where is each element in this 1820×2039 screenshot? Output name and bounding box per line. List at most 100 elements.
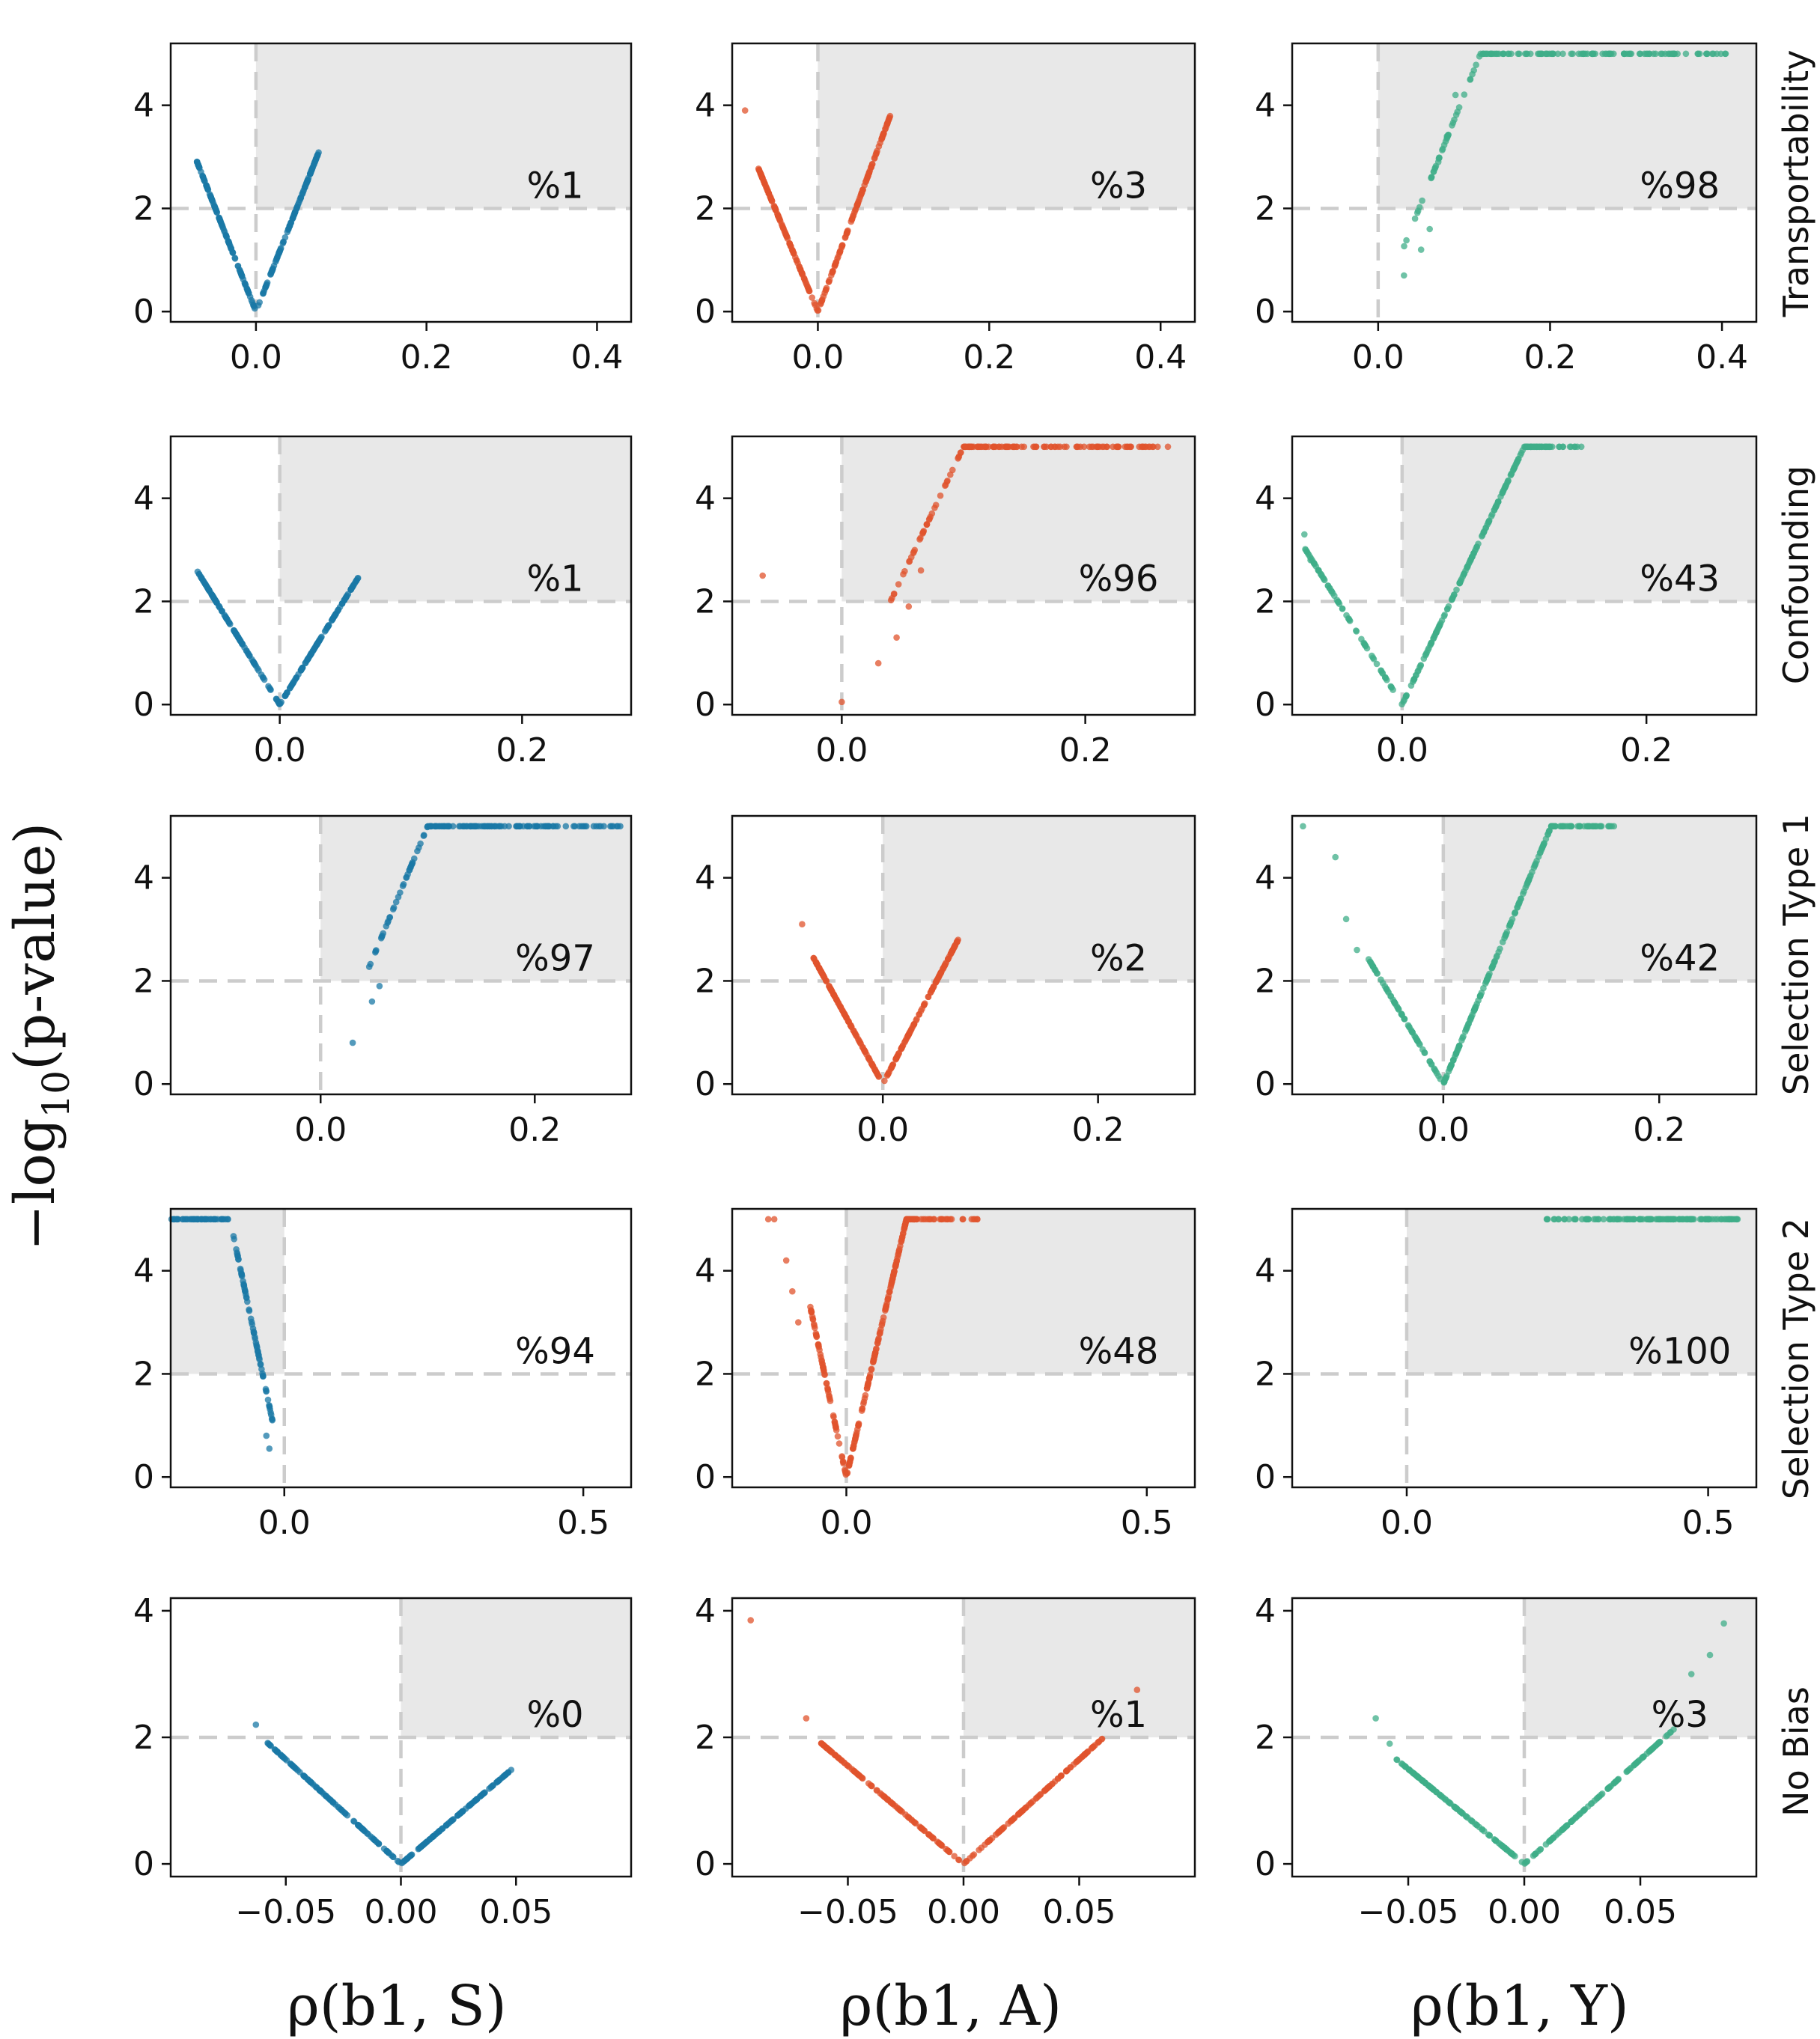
scatter-point — [886, 115, 893, 122]
scatter-point — [1456, 579, 1464, 586]
scatter-point — [1684, 1216, 1691, 1223]
scatter-point — [782, 1257, 790, 1264]
scatter-point — [865, 1379, 872, 1386]
scatter-point — [1610, 823, 1618, 830]
scatter-point — [1463, 1025, 1470, 1032]
scatter-point — [384, 919, 391, 926]
scatter-point — [1459, 573, 1467, 580]
scatter-point — [786, 240, 793, 247]
x-tick-label: 0.4 — [1134, 338, 1187, 377]
x-tick-label: 0.4 — [570, 338, 623, 377]
scatter-point — [1346, 616, 1353, 624]
scatter-point — [1533, 1850, 1539, 1857]
scatter-point — [909, 1216, 916, 1223]
scatter-point — [349, 1039, 356, 1046]
y-tick-label: 0 — [133, 1065, 154, 1103]
scatter-point — [1164, 443, 1172, 451]
scatter-point — [255, 302, 262, 309]
scatter-point — [433, 823, 439, 830]
scatter-point — [427, 1835, 434, 1842]
scatter-point — [1031, 443, 1038, 451]
y-tick-label: 0 — [133, 1458, 154, 1496]
scatter-point — [308, 168, 314, 176]
scatter-point — [949, 466, 956, 474]
scatter-point — [212, 1216, 219, 1223]
panel-r0-c1: %3 0 2 4 0.0 0.2 0.4 — [695, 42, 1196, 377]
scatter-point — [798, 269, 806, 277]
scatter-point — [1422, 1779, 1428, 1786]
scatter-point — [1482, 524, 1489, 531]
scatter-point — [836, 1440, 843, 1447]
scatter-point — [1559, 50, 1566, 58]
scatter-point — [392, 898, 400, 906]
significance-region — [1406, 1209, 1756, 1374]
x-tick-label: 0.0 — [815, 731, 868, 769]
scatter-point — [1405, 1023, 1413, 1030]
scatter-point — [1463, 1813, 1470, 1820]
scatter-point — [1354, 946, 1360, 954]
y-tick-label: 2 — [133, 582, 154, 621]
scatter-point — [417, 840, 424, 847]
y-tick-label: 2 — [133, 1355, 154, 1393]
scatter-point — [1491, 1836, 1498, 1843]
scatter-point — [1550, 1216, 1557, 1223]
scatter-point — [1453, 586, 1460, 594]
scatter-point — [264, 1396, 272, 1403]
scatter-point — [1342, 915, 1350, 923]
panel-r3-c1: %48 0 2 4 0.0 0.5 — [695, 1207, 1196, 1542]
scatter-point — [1430, 168, 1437, 175]
scatter-point — [871, 1067, 879, 1074]
scatter-point — [1668, 50, 1675, 58]
x-tick-label: 0.2 — [496, 731, 548, 769]
y-tick-label: 4 — [1255, 1592, 1276, 1630]
scatter-point — [562, 823, 570, 830]
x-tick-label: 0.2 — [1059, 731, 1112, 769]
y-tick-label: 2 — [695, 582, 716, 621]
x-tick-label: 0.05 — [479, 1893, 553, 1931]
scatter-point — [938, 1216, 945, 1223]
panel-r1-c1: %96 0 2 4 0.0 0.2 — [695, 435, 1196, 769]
scatter-point — [189, 1216, 196, 1223]
y-tick-label: 2 — [1255, 962, 1276, 1000]
scatter-point — [820, 293, 827, 300]
scatter-point — [405, 1853, 413, 1861]
scatter-point — [1428, 174, 1435, 181]
scatter-point — [203, 1216, 210, 1223]
row-label-selection-type-1: Selection Type 1 — [1776, 814, 1816, 1095]
row-label-transportability: Transportability — [1776, 50, 1816, 318]
scatter-point — [218, 1216, 225, 1223]
x-tick-label: 0.0 — [791, 338, 844, 377]
scatter-point — [1554, 50, 1562, 58]
scatter-point — [1610, 1216, 1618, 1223]
scatter-point — [1044, 1784, 1051, 1792]
scatter-point — [329, 615, 337, 622]
scatter-point — [988, 1835, 996, 1841]
scatter-point — [960, 1216, 967, 1223]
scatter-point — [338, 1806, 344, 1813]
scatter-point — [516, 823, 523, 830]
scatter-point — [302, 180, 310, 187]
scatter-point — [496, 1776, 503, 1784]
scatter-point — [365, 963, 373, 970]
scatter-point — [194, 1216, 201, 1223]
scatter-point — [818, 1358, 825, 1365]
x-tick-label: 0.2 — [401, 338, 453, 377]
scatter-point — [852, 206, 859, 213]
scatter-point — [1407, 682, 1415, 689]
scatter-point — [383, 1847, 391, 1855]
scatter-point — [759, 572, 766, 579]
scatter-point — [1574, 823, 1581, 830]
percent-label: %96 — [1079, 558, 1159, 600]
scatter-point — [1002, 443, 1010, 451]
scatter-point — [803, 1715, 810, 1722]
scatter-point — [233, 631, 240, 638]
scatter-point — [867, 1782, 874, 1789]
axes-frame — [1291, 814, 1758, 1096]
scatter-point — [1475, 997, 1482, 1004]
percent-label: %48 — [1079, 1330, 1159, 1372]
scatter-point — [823, 1380, 830, 1387]
scatter-point — [1535, 50, 1541, 58]
scatter-point — [1493, 954, 1500, 961]
scatter-point — [255, 1354, 263, 1362]
scatter-point — [263, 1387, 270, 1395]
